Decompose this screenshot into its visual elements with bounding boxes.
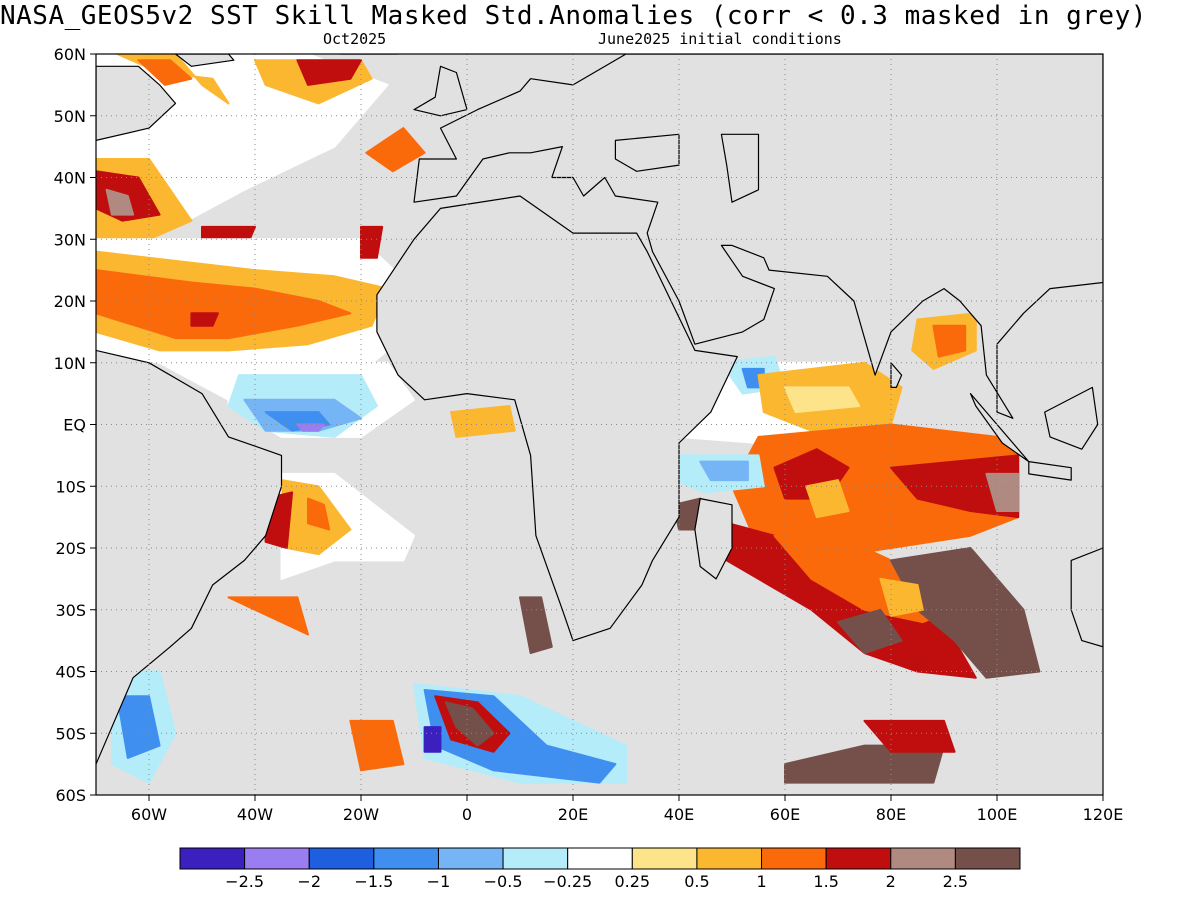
anomaly-region	[450, 405, 516, 438]
colorbar-label: 0.25	[614, 872, 650, 891]
anomaly-region	[105, 188, 135, 216]
map-subtitle-init: June2025 initial conditions	[598, 30, 842, 48]
anomaly-region	[360, 225, 384, 259]
anomaly-layer	[96, 54, 1041, 784]
lat-tick-label: 50N	[54, 107, 86, 126]
colorbar-label: 1.5	[813, 872, 838, 891]
colorbar-label: −0.5	[484, 872, 523, 891]
lat-tick-label: 10N	[54, 354, 86, 373]
anomaly-region	[837, 608, 903, 654]
colorbar-swatch	[179, 847, 246, 870]
colorbar-swatch	[761, 847, 827, 870]
colorbar-swatch	[502, 847, 569, 870]
lon-tick-label: 0	[462, 805, 472, 824]
anomaly-region	[423, 726, 442, 753]
lon-tick-label: 120E	[1083, 805, 1124, 824]
colorbar-label: −0.25	[543, 872, 592, 891]
land-mass	[1044, 386, 1099, 450]
lat-tick-label: 30N	[54, 230, 86, 249]
anomaly-region	[519, 596, 553, 654]
colorbar-label: −1	[427, 872, 451, 891]
colorbar-label: −2	[297, 872, 321, 891]
colorbar-label: 1	[756, 872, 766, 891]
colorbar-label: 2.5	[943, 872, 968, 891]
colorbar-swatch	[373, 847, 439, 870]
lat-tick-label: 10S	[55, 477, 86, 496]
lon-tick-label: 80E	[876, 805, 906, 824]
anomaly-region	[307, 497, 331, 531]
anomaly-region	[190, 312, 219, 327]
land-mass	[614, 133, 680, 172]
anomaly-region	[879, 577, 924, 617]
lon-tick-label: 40W	[237, 805, 273, 824]
land-mass	[1028, 461, 1072, 481]
anomaly-region	[890, 547, 1041, 679]
land-mass	[96, 349, 283, 765]
lon-tick-label: 60E	[770, 805, 800, 824]
land-mass	[96, 65, 177, 141]
lon-tick-label: 40E	[664, 805, 694, 824]
lat-tick-label: 60S	[55, 786, 86, 805]
anomaly-region	[365, 127, 426, 173]
land-mass	[720, 133, 760, 203]
gridlines	[96, 54, 1103, 795]
colorbar-label: −2.5	[225, 872, 264, 891]
anomaly-region	[137, 59, 193, 86]
anomaly-region	[444, 701, 495, 747]
lon-tick-label: 20E	[558, 805, 588, 824]
anomaly-region	[784, 744, 945, 784]
land-layer	[96, 54, 1103, 765]
anomaly-region	[890, 454, 1020, 519]
land-mass	[376, 195, 738, 642]
anomaly-region	[784, 386, 861, 414]
lat-tick-label: 40S	[55, 663, 86, 682]
anomaly-region	[296, 59, 362, 86]
colorbar-swatch	[244, 847, 310, 870]
land-mass	[969, 393, 1030, 463]
lon-tick-label: 100E	[977, 805, 1018, 824]
colorbar-swatch	[437, 847, 504, 870]
anomaly-region	[863, 719, 956, 753]
land-mass	[1070, 547, 1103, 648]
axis-ticks: 60N 50N 40N 30N 20N 10N EQ 10S 20S 30S 40S 50S 60S 60…	[54, 45, 1124, 824]
lon-tick-label: 60W	[131, 805, 167, 824]
colorbar-swatch	[954, 847, 1021, 870]
colorbar-label: −1.5	[354, 872, 393, 891]
map-title: NASA_GEOS5v2 SST Skill Masked Std.Anomal…	[0, 1, 1147, 31]
colorbar-swatch	[308, 847, 375, 870]
land-mass	[694, 498, 733, 580]
anomaly-region	[96, 269, 352, 340]
lat-tick-label: 30S	[55, 601, 86, 620]
anomaly-region	[699, 460, 749, 482]
land-mass	[174, 54, 235, 67]
lat-tick-label: 20N	[54, 292, 86, 311]
land-mass	[413, 65, 468, 117]
colorbar-swatch	[890, 847, 956, 870]
colorbar-legend: −2.5 −2 −1.5 −1 −0.5 −0.25 0.25 0.5 1 1.5 2 2.5	[179, 847, 1021, 891]
anomaly-region	[932, 324, 967, 358]
lat-tick-label: 40N	[54, 169, 86, 188]
colorbar-swatch	[631, 847, 698, 870]
anomaly-region	[296, 423, 325, 432]
colorbar-label: 0.5	[684, 872, 709, 891]
lon-tick-label: 20W	[343, 805, 379, 824]
anomaly-region	[349, 719, 405, 772]
lat-tick-label: 20S	[55, 539, 86, 558]
lat-tick-label: EQ	[63, 416, 86, 435]
anomaly-region	[116, 695, 161, 759]
anomaly-region	[805, 479, 850, 519]
colorbar-label: 2	[886, 872, 896, 891]
map-subtitle-month: Oct2025	[323, 30, 386, 48]
colorbar-swatch	[567, 847, 633, 870]
lat-tick-label: 60N	[54, 45, 86, 64]
lat-tick-label: 50S	[55, 724, 86, 743]
anomaly-region	[985, 472, 1020, 512]
anomaly-region	[227, 596, 309, 636]
colorbar-swatch	[696, 847, 763, 870]
colorbar-swatch	[825, 847, 892, 870]
land-mass	[413, 54, 1103, 419]
